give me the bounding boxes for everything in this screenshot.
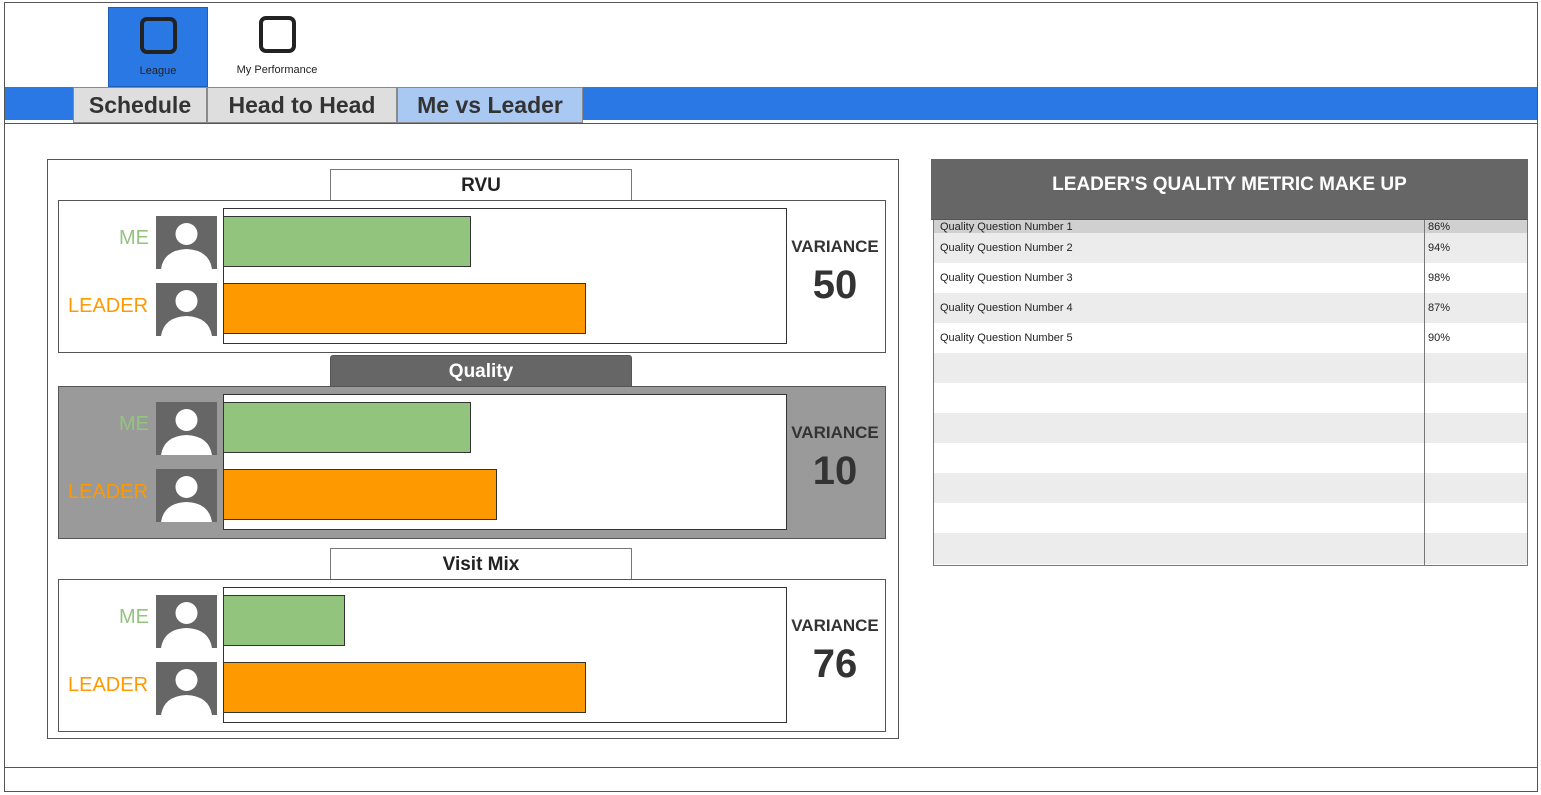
app-frame: League My Performance Schedule Head to H… bbox=[4, 2, 1538, 792]
quality-value: 94% bbox=[1428, 242, 1451, 254]
me-label: ME bbox=[119, 606, 149, 628]
tab-me-vs-leader[interactable]: Me vs Leader bbox=[397, 87, 583, 123]
variance-label: VARIANCE bbox=[791, 237, 879, 256]
quality-value: 87% bbox=[1428, 302, 1451, 314]
leader-avatar-icon bbox=[156, 662, 217, 715]
section-visit-mix: ME LEADER VARIANCE 76 bbox=[58, 579, 886, 732]
me-avatar-icon bbox=[156, 402, 217, 455]
me-bar bbox=[224, 595, 345, 646]
table-row bbox=[934, 383, 1527, 413]
variance-value: 10 bbox=[812, 449, 858, 493]
quality-table: Quality Question Number 1 86% Quality Ques… bbox=[933, 220, 1528, 566]
quality-question: Quality Question Number 2 bbox=[940, 242, 1073, 254]
column-divider bbox=[1424, 220, 1425, 565]
quality-value: 86% bbox=[1428, 221, 1451, 233]
table-row bbox=[934, 443, 1527, 473]
section-title-quality: Quality bbox=[330, 355, 632, 387]
bar-area bbox=[223, 587, 787, 723]
bar-area bbox=[223, 394, 787, 530]
me-avatar-icon bbox=[156, 595, 217, 648]
me-label: ME bbox=[119, 227, 149, 249]
leader-label: LEADER bbox=[68, 295, 149, 317]
leader-bar bbox=[224, 662, 586, 713]
me-bar bbox=[224, 402, 471, 453]
section-title-visit-mix: Visit Mix bbox=[330, 548, 632, 580]
me-bar bbox=[224, 216, 471, 267]
square-icon bbox=[139, 17, 177, 54]
table-row: Quality Question Number 3 98% bbox=[934, 263, 1527, 293]
leader-avatar-icon bbox=[156, 469, 217, 522]
leader-label: LEADER bbox=[68, 481, 149, 503]
quality-question: Quality Question Number 1 bbox=[940, 221, 1073, 233]
leader-avatar-icon bbox=[156, 283, 217, 336]
section-rvu: ME LEADER VARIANCE 50 bbox=[58, 200, 886, 353]
variance-label: VARIANCE bbox=[791, 423, 879, 442]
nav-item-league[interactable]: League bbox=[108, 7, 208, 87]
quality-question: Quality Question Number 5 bbox=[940, 332, 1073, 344]
leader-bar bbox=[224, 283, 586, 334]
quality-table-title: LEADER'S QUALITY METRIC MAKE UP bbox=[931, 159, 1528, 220]
square-icon bbox=[258, 16, 296, 53]
nav-item-my-performance[interactable]: My Performance bbox=[233, 7, 321, 87]
comparison-panel: RVU ME LEADER VARIANCE 50 Quality ME L bbox=[47, 159, 899, 739]
me-avatar-icon bbox=[156, 216, 217, 269]
section-quality: ME LEADER VARIANCE 10 bbox=[58, 386, 886, 539]
leader-label: LEADER bbox=[68, 674, 149, 696]
quality-metric-panel: LEADER'S QUALITY METRIC MAKE UP Quality … bbox=[931, 159, 1528, 567]
nav-item-label: League bbox=[139, 65, 177, 77]
tab-divider bbox=[5, 123, 1537, 124]
bar-area bbox=[223, 208, 787, 344]
tab-bar: Schedule Head to Head Me vs Leader bbox=[5, 87, 1537, 123]
table-row: Quality Question Number 4 87% bbox=[934, 293, 1527, 323]
quality-value: 90% bbox=[1428, 332, 1451, 344]
table-row: Quality Question Number 5 90% bbox=[934, 323, 1527, 353]
table-row bbox=[934, 353, 1527, 383]
variance-value: 76 bbox=[812, 642, 858, 686]
leader-bar bbox=[224, 469, 497, 520]
section-title-rvu: RVU bbox=[330, 169, 632, 201]
nav-item-label: My Performance bbox=[236, 64, 318, 76]
table-row bbox=[934, 503, 1527, 533]
table-row: Quality Question Number 2 94% bbox=[934, 233, 1527, 263]
tab-head-to-head[interactable]: Head to Head bbox=[207, 87, 397, 123]
quality-question: Quality Question Number 4 bbox=[940, 302, 1073, 314]
tab-schedule[interactable]: Schedule bbox=[73, 87, 207, 123]
quality-value: 98% bbox=[1428, 272, 1451, 284]
table-row bbox=[934, 473, 1527, 503]
table-row: Quality Question Number 1 86% bbox=[934, 220, 1527, 233]
table-row bbox=[934, 413, 1527, 443]
me-label: ME bbox=[119, 413, 149, 435]
table-row bbox=[934, 533, 1527, 564]
variance-label: VARIANCE bbox=[791, 616, 879, 635]
footer-divider bbox=[5, 767, 1537, 768]
quality-question: Quality Question Number 3 bbox=[940, 272, 1073, 284]
variance-value: 50 bbox=[812, 263, 858, 307]
